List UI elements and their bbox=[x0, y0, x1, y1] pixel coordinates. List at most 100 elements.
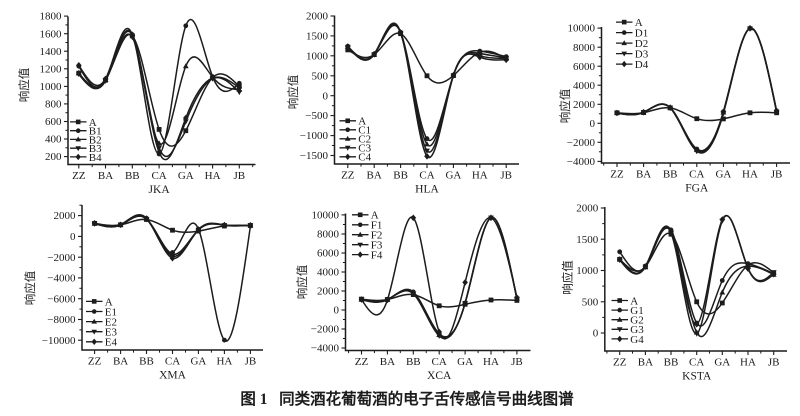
svg-text:响应值: 响应值 bbox=[561, 260, 575, 295]
svg-text:E2: E2 bbox=[105, 317, 117, 329]
svg-text:ZZ: ZZ bbox=[88, 355, 102, 367]
svg-text:0: 0 bbox=[323, 90, 329, 102]
svg-text:C4: C4 bbox=[358, 152, 371, 164]
svg-text:E4: E4 bbox=[105, 337, 118, 349]
svg-text:A: A bbox=[105, 296, 113, 308]
svg-text:1600: 1600 bbox=[40, 28, 63, 40]
svg-text:响应值: 响应值 bbox=[295, 264, 309, 299]
svg-text:BB: BB bbox=[393, 169, 408, 181]
svg-text:200: 200 bbox=[45, 151, 62, 163]
svg-text:B1: B1 bbox=[89, 126, 102, 138]
svg-text:XCA: XCA bbox=[427, 370, 452, 382]
svg-text:BA: BA bbox=[113, 355, 128, 367]
svg-text:2000: 2000 bbox=[576, 203, 599, 215]
svg-text:BB: BB bbox=[663, 168, 678, 180]
svg-text:响应值: 响应值 bbox=[558, 88, 572, 123]
svg-text:0: 0 bbox=[334, 305, 340, 317]
svg-text:F4: F4 bbox=[371, 250, 383, 262]
svg-text:F2: F2 bbox=[371, 230, 383, 242]
svg-text:HA: HA bbox=[216, 355, 232, 367]
svg-text:BB: BB bbox=[125, 170, 140, 182]
svg-text:KSTA: KSTA bbox=[682, 371, 712, 383]
svg-text:−1000: −1000 bbox=[300, 130, 329, 142]
svg-text:−2000: −2000 bbox=[311, 324, 340, 336]
svg-text:B3: B3 bbox=[89, 143, 102, 155]
svg-text:0: 0 bbox=[593, 328, 599, 340]
svg-text:G1: G1 bbox=[630, 305, 643, 317]
svg-text:C1: C1 bbox=[358, 125, 371, 137]
svg-text:−10000: −10000 bbox=[42, 335, 76, 347]
svg-text:CA: CA bbox=[419, 169, 434, 181]
svg-text:400: 400 bbox=[45, 134, 62, 146]
svg-text:ZZ: ZZ bbox=[341, 169, 355, 181]
svg-text:G2: G2 bbox=[630, 315, 643, 327]
svg-text:BA: BA bbox=[380, 356, 395, 368]
svg-text:JB: JB bbox=[511, 356, 523, 368]
svg-text:G3: G3 bbox=[630, 324, 644, 336]
svg-text:D2: D2 bbox=[635, 38, 648, 50]
svg-text:C3: C3 bbox=[358, 143, 371, 155]
svg-text:1500: 1500 bbox=[306, 31, 329, 43]
svg-text:B2: B2 bbox=[89, 134, 102, 146]
svg-text:1400: 1400 bbox=[40, 46, 63, 58]
svg-text:1000: 1000 bbox=[576, 265, 599, 277]
svg-text:响应值: 响应值 bbox=[23, 270, 37, 305]
svg-text:D1: D1 bbox=[635, 28, 648, 40]
svg-text:CA: CA bbox=[432, 356, 447, 368]
svg-text:JB: JB bbox=[771, 168, 783, 180]
svg-text:−4000: −4000 bbox=[311, 343, 340, 355]
svg-text:2000: 2000 bbox=[573, 99, 596, 111]
svg-text:−1500: −1500 bbox=[300, 150, 329, 162]
svg-text:1800: 1800 bbox=[40, 11, 63, 23]
svg-text:HA: HA bbox=[205, 170, 221, 182]
svg-text:A: A bbox=[89, 117, 97, 129]
svg-text:6000: 6000 bbox=[573, 61, 596, 73]
svg-text:BA: BA bbox=[98, 170, 113, 182]
svg-text:BA: BA bbox=[638, 356, 653, 368]
svg-text:BB: BB bbox=[406, 356, 421, 368]
svg-text:HLA: HLA bbox=[415, 184, 439, 196]
svg-text:BB: BB bbox=[139, 355, 154, 367]
svg-text:GA: GA bbox=[445, 169, 461, 181]
svg-text:1000: 1000 bbox=[306, 50, 329, 62]
svg-text:XMA: XMA bbox=[159, 370, 187, 382]
svg-text:HA: HA bbox=[742, 168, 758, 180]
svg-text:10000: 10000 bbox=[312, 210, 340, 222]
svg-text:BA: BA bbox=[636, 168, 651, 180]
svg-text:F1: F1 bbox=[371, 220, 383, 232]
svg-text:1200: 1200 bbox=[40, 63, 63, 75]
svg-text:GA: GA bbox=[457, 356, 473, 368]
svg-text:D3: D3 bbox=[635, 49, 649, 61]
svg-text:1000: 1000 bbox=[40, 81, 63, 93]
svg-text:FGA: FGA bbox=[685, 183, 709, 195]
svg-text:BA: BA bbox=[367, 169, 382, 181]
svg-text:JB: JB bbox=[768, 356, 780, 368]
svg-text:0: 0 bbox=[590, 118, 596, 130]
svg-text:D4: D4 bbox=[635, 59, 649, 71]
svg-text:ZZ: ZZ bbox=[613, 356, 627, 368]
svg-text:2000: 2000 bbox=[54, 210, 77, 222]
svg-text:E1: E1 bbox=[105, 306, 117, 318]
svg-text:HA: HA bbox=[472, 169, 488, 181]
svg-text:E3: E3 bbox=[105, 327, 118, 339]
svg-text:2000: 2000 bbox=[306, 11, 329, 23]
svg-text:CA: CA bbox=[165, 355, 180, 367]
svg-text:JB: JB bbox=[245, 355, 257, 367]
svg-text:1500: 1500 bbox=[576, 234, 599, 246]
svg-text:JKA: JKA bbox=[149, 184, 171, 196]
svg-text:ZZ: ZZ bbox=[355, 356, 369, 368]
svg-text:ZZ: ZZ bbox=[610, 168, 624, 180]
svg-text:G4: G4 bbox=[630, 334, 644, 346]
svg-text:GA: GA bbox=[714, 356, 730, 368]
svg-text:CA: CA bbox=[689, 356, 704, 368]
svg-text:−500: −500 bbox=[305, 110, 328, 122]
svg-text:A: A bbox=[630, 295, 638, 307]
svg-text:0: 0 bbox=[70, 231, 76, 243]
svg-text:JB: JB bbox=[500, 169, 512, 181]
svg-text:F3: F3 bbox=[371, 240, 383, 252]
svg-text:−2000: −2000 bbox=[47, 252, 76, 264]
svg-text:−4000: −4000 bbox=[567, 156, 596, 168]
svg-text:图 1 同类酒花葡萄酒的电子舌传感信号曲线图谱: 图 1 同类酒花葡萄酒的电子舌传感信号曲线图谱 bbox=[240, 389, 574, 408]
svg-text:JB: JB bbox=[233, 170, 245, 182]
svg-text:500: 500 bbox=[312, 70, 329, 82]
